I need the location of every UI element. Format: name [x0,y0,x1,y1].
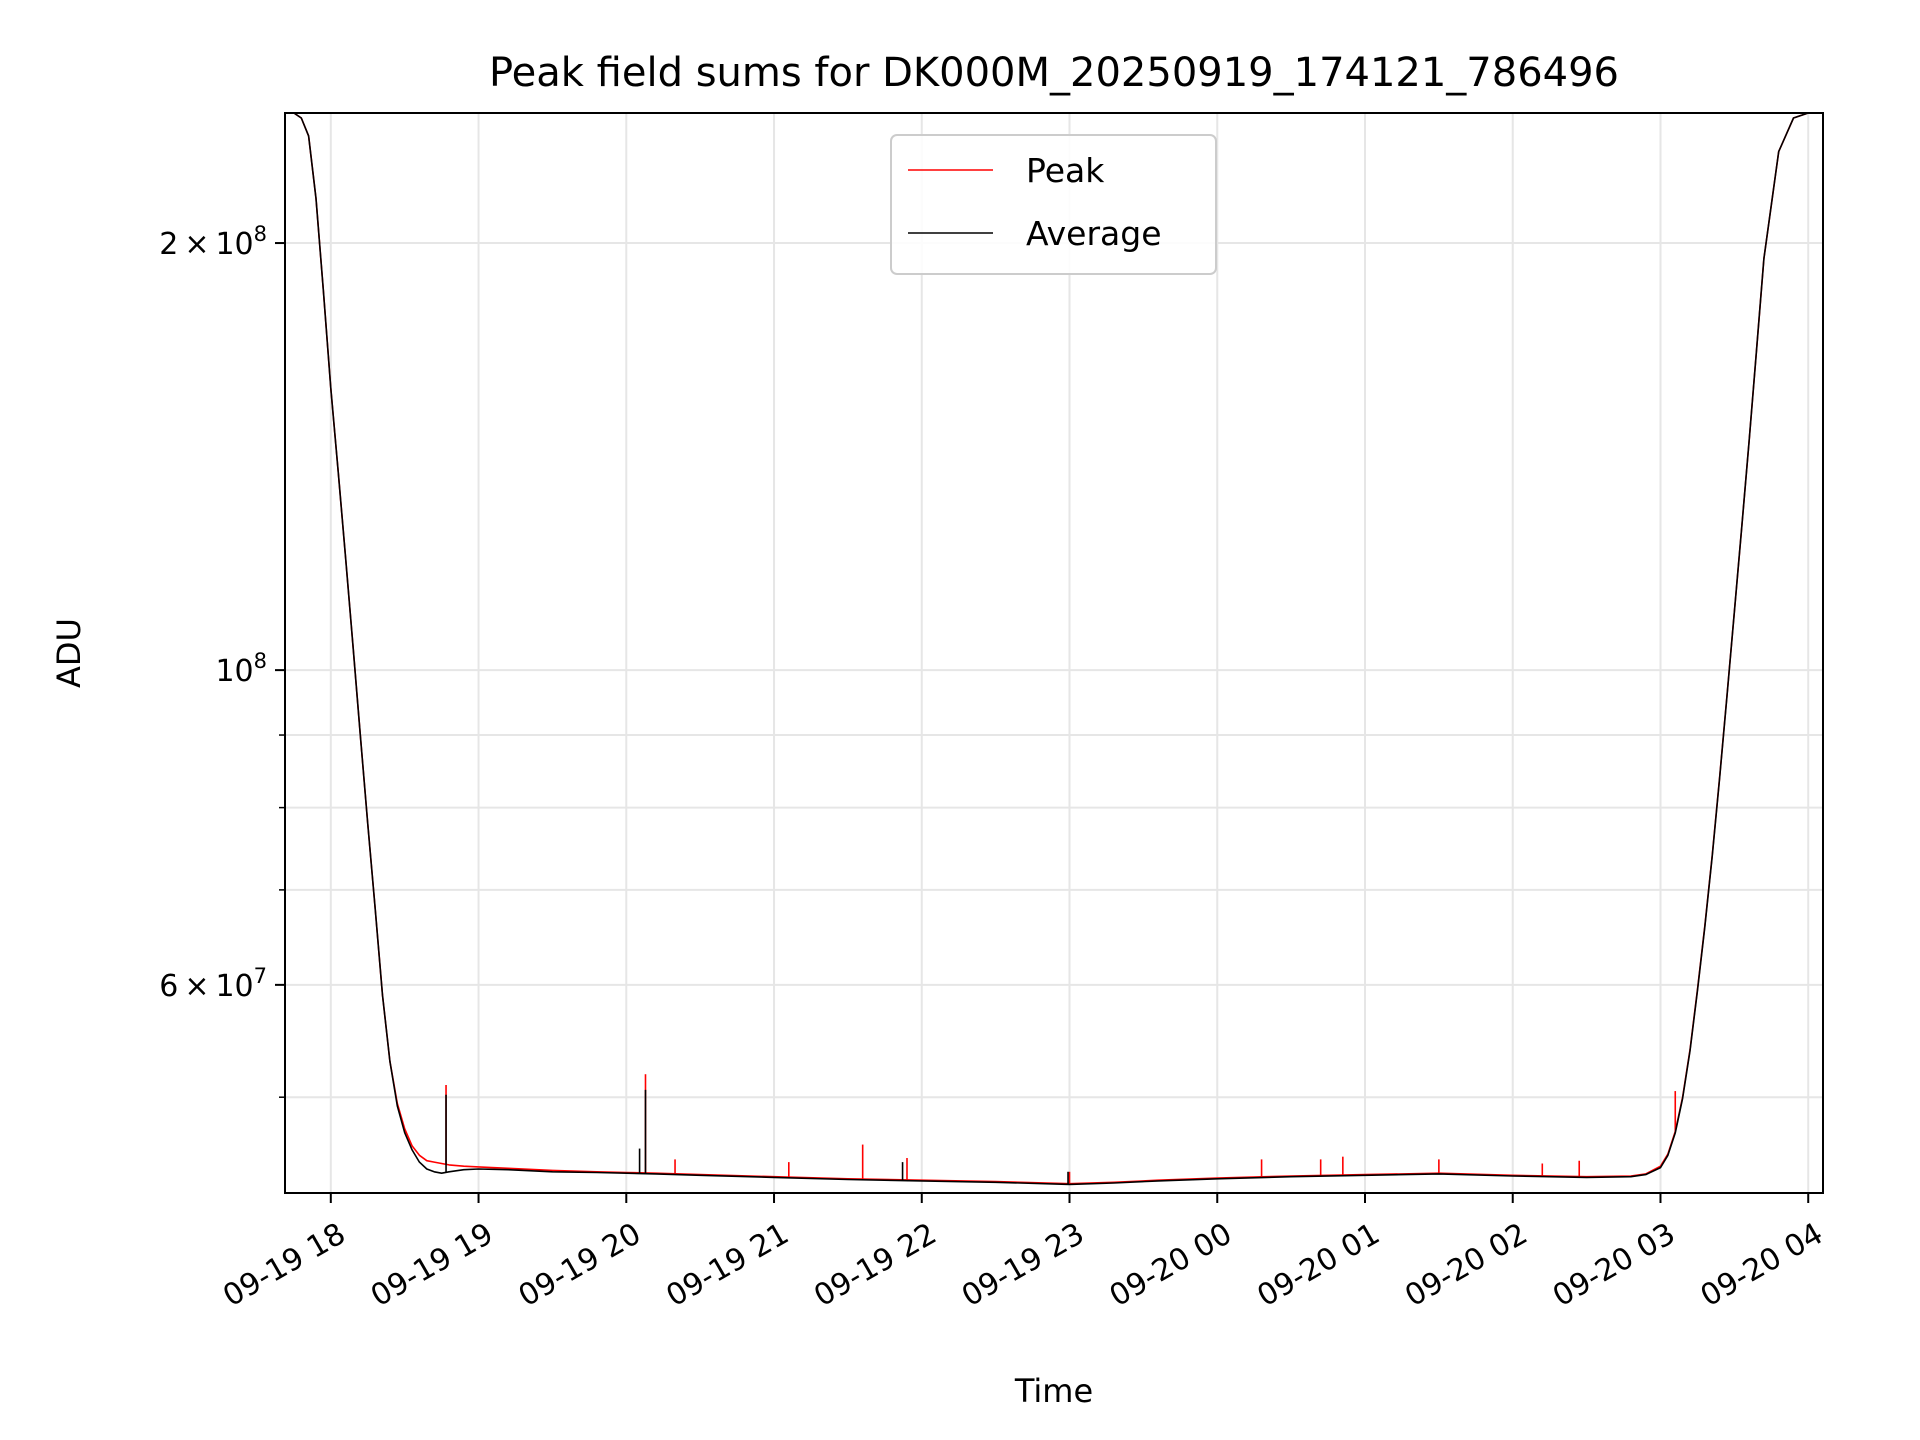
y-tick-label: 2 × 108 [159,222,267,262]
chart-title: Peak field sums for DK000M_20250919_1741… [489,50,1619,96]
y-tick-label: 6 × 107 [159,964,267,1004]
series-line-average [285,113,1823,1186]
legend-label-peak: Peak [1026,151,1105,190]
y-tick-label: 108 [215,649,267,689]
x-axis-label: Time [1014,1372,1093,1410]
y-axis-label: ADU [50,618,88,688]
y-axis: 2 × 108 108 6 × 107 [159,222,285,1098]
legend: Peak Average [890,134,1217,275]
series-layer [285,113,1823,1186]
legend-label-average: Average [1026,214,1162,253]
plot-frame [284,112,1824,1194]
grid [285,113,1823,1193]
